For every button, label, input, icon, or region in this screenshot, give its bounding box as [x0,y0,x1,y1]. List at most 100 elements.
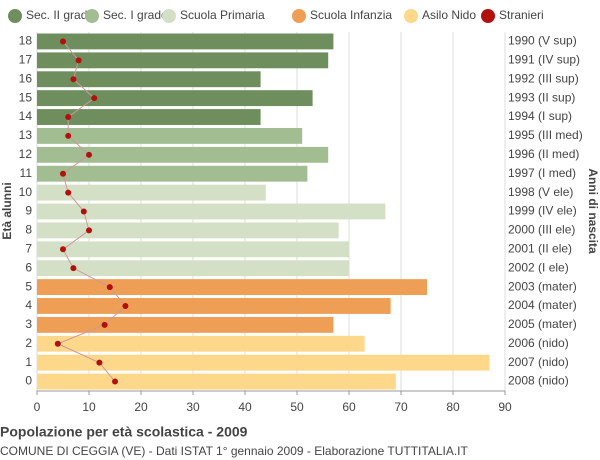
y-tick-label: 18 [19,34,33,48]
bar [37,146,329,163]
chart-subtitle: COMUNE DI CEGGIA (VE) - Dati ISTAT 1° ge… [0,444,469,458]
legend-label: Sec. II grado [26,8,94,22]
y-tick-label: 7 [25,241,32,255]
legend-label: Asilo Nido [422,8,476,22]
bar [37,165,308,182]
bar [37,298,391,314]
y2-tick-label: 2006 (nido) [508,336,569,350]
legend-label: Scuola Primaria [180,8,265,22]
x-tick-label: 70 [394,400,408,414]
bar [37,184,266,201]
y2-tick-label: 2008 (nido) [508,374,569,388]
x-tick-label: 10 [82,400,96,414]
y2-tick-label: 1994 (I sup) [508,109,572,123]
x-tick-label: 30 [186,400,200,414]
x-tick-label: 50 [290,400,304,414]
y-tick-label: 2 [25,336,32,350]
y-tick-label: 3 [25,317,32,331]
point [96,359,103,366]
point [80,208,87,215]
y-tick-label: 8 [25,223,32,237]
x-tick-label: 90 [498,400,512,414]
y2-tick-label: 1996 (II med) [508,147,579,161]
x-tick-label: 20 [134,400,148,414]
y-tick-label: 5 [25,279,32,293]
y2-tick-label: 1990 (V sup) [508,34,577,48]
y-tick-label: 13 [19,128,33,142]
bar [37,316,334,333]
y-tick-label: 1 [25,355,32,369]
x-tick-label: 40 [238,400,252,414]
legend-marker [8,9,22,23]
y2-tick-label: 2002 (I ele) [508,260,569,274]
legend-marker [85,9,99,23]
y2-tick-label: 1997 (I med) [508,166,576,180]
y2-tick-label: 2005 (mater) [508,317,577,331]
point [75,57,82,64]
point [91,95,98,102]
point [86,151,92,158]
x-tick-label: 80 [446,400,460,414]
y-tick-label: 10 [19,185,33,199]
y2-tick-label: 2004 (mater) [508,298,577,312]
bar [37,354,490,371]
point [106,284,113,291]
y2-tick-label: 1991 (IV sup) [508,53,580,67]
y-tick-label: 9 [25,204,32,218]
y2-tick-label: 2001 (II ele) [508,241,572,255]
point [65,114,72,121]
y-tick-label: 6 [25,260,32,274]
x-tick-label: 0 [34,400,41,414]
y2-tick-label: 1998 (V ele) [508,185,573,199]
point [112,378,118,385]
point [60,38,66,45]
point [65,132,72,139]
bar [37,127,303,144]
y2-tick-label: 1993 (II sup) [508,90,575,104]
bar [37,222,339,239]
bar [37,71,261,88]
bar [37,90,313,107]
legend-label: Scuola Infanzia [310,8,392,22]
legend-marker [292,9,306,23]
y-tick-label: 15 [19,90,33,104]
y-tick-label: 14 [19,109,33,123]
legend-label: Stranieri [499,8,544,22]
point [60,246,66,253]
legend-label: Sec. I grado [103,8,168,22]
legend-marker [162,9,176,23]
point [65,189,72,196]
y-axis-label: Età alunni [0,182,14,239]
y2-tick-label: 1992 (III sup) [508,71,579,85]
bar [37,373,396,390]
bar [37,279,427,296]
bar [37,260,349,277]
legend-marker [404,9,418,23]
point [122,302,129,309]
point [70,265,77,272]
bar [37,241,349,258]
point [60,170,66,177]
bar [37,33,334,50]
y-tick-label: 4 [25,298,32,312]
y-tick-label: 11 [20,166,33,180]
x-tick-label: 60 [342,400,356,414]
bar [37,109,261,125]
y-tick-label: 17 [19,53,33,67]
y2-tick-label: 1999 (IV ele) [508,204,577,218]
y2-tick-label: 2003 (mater) [508,279,577,293]
point [86,227,92,234]
y-tick-label: 16 [19,71,33,85]
y2-tick-label: 1995 (III med) [508,128,583,142]
bar [37,335,365,352]
chart-title: Popolazione per età scolastica - 2009 [0,424,248,440]
y2-axis-label: Anni di nascita [586,168,600,254]
point [101,321,108,328]
y2-tick-label: 2007 (nido) [508,355,569,369]
legend-marker [481,9,495,23]
y2-tick-label: 2000 (III ele) [508,223,575,237]
point [70,76,77,83]
y-tick-label: 0 [25,374,32,388]
bar [37,203,386,220]
